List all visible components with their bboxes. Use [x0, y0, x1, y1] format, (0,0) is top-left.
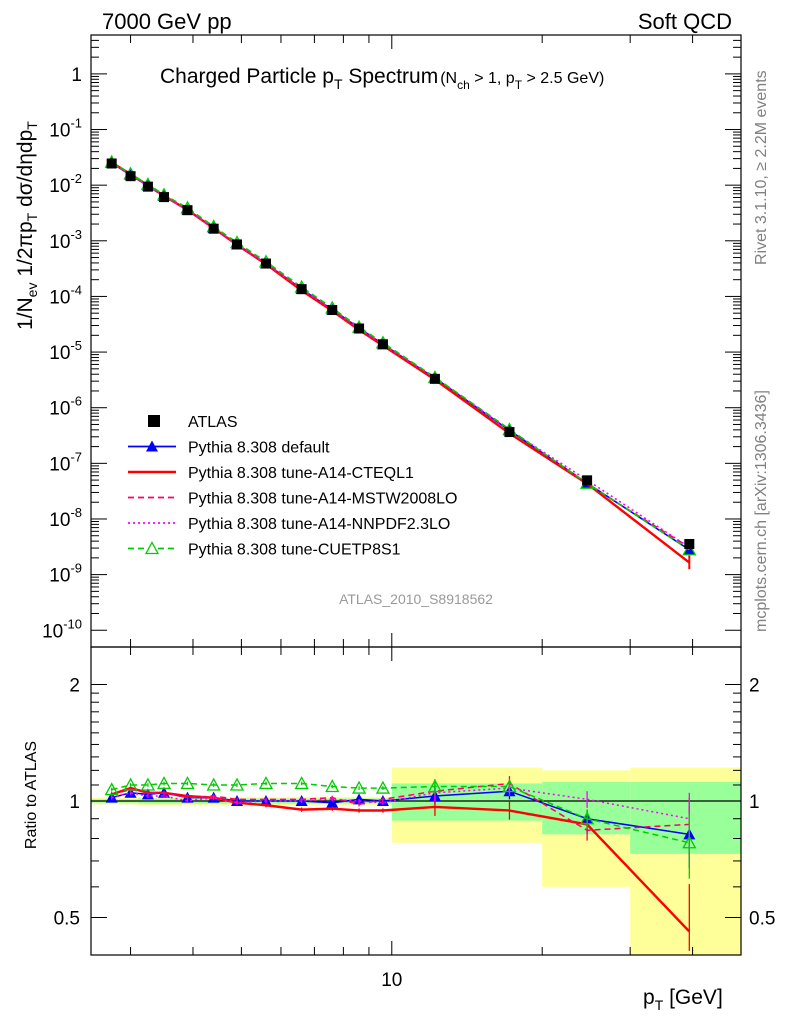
ratio-y-tick-label-right: 2 — [749, 676, 760, 697]
ratio-point-pythia-8-308-tune-cuetp8s1 — [206, 777, 221, 791]
ratio-point-pythia-8-308-tune-cuetp8s1 — [104, 782, 119, 796]
atlas-point — [125, 171, 136, 182]
y-tick-label: 10-6 — [49, 394, 82, 420]
ratio-point-pythia-8-308-tune-cuetp8s1 — [180, 776, 195, 790]
atlas-point — [106, 158, 117, 169]
atlas-point — [232, 239, 243, 250]
ratio-point-pythia-8-308-tune-cuetp8s1 — [427, 779, 443, 793]
ratio-plot-area — [104, 776, 697, 951]
ratio-point-pythia-8-308-tune-cuetp8s1 — [580, 811, 595, 825]
y-tick-label: 10-8 — [49, 505, 82, 531]
atlas-point — [684, 539, 695, 550]
atlas-point — [354, 323, 365, 334]
main-plot-area — [104, 154, 697, 570]
ratio-point-pythia-8-308-tune-cuetp8s1 — [502, 779, 517, 793]
y-tick-label: 10-9 — [49, 561, 82, 587]
ratio-y-tick-label-right: 1 — [749, 792, 760, 813]
mcplots-label: mcplots.cern.ch [arXiv:1306.3436] — [753, 390, 770, 632]
legend-label: Pythia 8.308 tune-A14-CTEQL1 — [188, 465, 414, 482]
axes: 10 10-10 10-9 10-8 10-7 10-6 10-5 10-4 10-3 10-2 1… — [42, 34, 775, 991]
ratio-point-pythia-8-308-tune-cuetp8s1 — [294, 776, 309, 790]
ratio-point-pythia-8-308-default — [326, 796, 339, 808]
y-tick-label: 1 — [71, 65, 82, 86]
legend: ATLAS Pythia 8.308 default Pythia 8.308 tu… — [128, 414, 457, 559]
watermark: ATLAS_2010_S8918562 — [339, 591, 493, 607]
ratio-point-pythia-8-308-tune-cuetp8s1 — [375, 780, 391, 794]
main-series-line-pythia-8-308-tune-cuetp8s1 — [111, 161, 690, 551]
legend-entry-pythia-8-308-tune-cuetp8s1: Pythia 8.308 tune-CUETP8S1 — [128, 541, 401, 559]
ratio-point-pythia-8-308-tune-cuetp8s1 — [682, 835, 697, 849]
ratio-point-pythia-8-308-tune-cuetp8s1 — [156, 776, 172, 790]
x-tick-label: 10 — [381, 970, 402, 991]
atlas-point — [142, 181, 153, 192]
ratio-y-tick-label-left: 2 — [69, 676, 80, 697]
ratio-ylabel: Ratio to ATLAS — [23, 741, 40, 849]
legend-marker — [144, 541, 160, 555]
green-band-2 — [391, 783, 543, 821]
main-title: Charged Particle pT Spectrum (Nch > 1, pT… — [160, 65, 604, 92]
ratio-point-pythia-8-308-tune-cuetp8s1 — [229, 777, 245, 791]
legend-marker — [148, 415, 160, 427]
atlas-point — [182, 205, 193, 216]
legend-entry-pythia-8-308-tune-a14-mstw2008lo: Pythia 8.308 tune-A14-MSTW2008LO — [128, 491, 457, 508]
legend-entry-pythia-8-308-tune-a14-nnpdf2-3lo: Pythia 8.308 tune-A14-NNPDF2.3LO — [128, 516, 450, 533]
ratio-point-pythia-8-308-tune-cuetp8s1 — [325, 779, 340, 793]
main-point-pythia-8-308-tune-cuetp8s1 — [682, 542, 697, 556]
ratio-uncertainty-bands — [91, 767, 741, 955]
y-tick-label: 10-10 — [42, 616, 82, 642]
atlas-point — [377, 339, 388, 350]
y-tick-label: 10-5 — [49, 338, 82, 364]
ratio-series-line-pythia-8-308-tune-a14-nnpdf2-3lo — [111, 787, 690, 820]
ratio-point-pythia-8-308-tune-cuetp8s1 — [351, 780, 367, 794]
rivet-label: Rivet 3.1.10, ≥ 2.2M events — [753, 70, 770, 265]
legend-label: Pythia 8.308 tune-CUETP8S1 — [188, 542, 401, 559]
ratio-point-pythia-8-308-tune-cuetp8s1 — [140, 777, 156, 791]
y-tick-label: 10-3 — [49, 227, 82, 253]
legend-entry-pythia-8-308-tune-a14-cteql1: Pythia 8.308 tune-A14-CTEQL1 — [128, 465, 414, 482]
ratio-series-line-pythia-8-308-tune-cuetp8s1 — [111, 782, 690, 844]
y-tick-label: 10-2 — [49, 171, 82, 197]
legend-label: Pythia 8.308 default — [188, 440, 330, 457]
atlas-point — [296, 284, 307, 295]
ratio-y-tick-label-left: 1 — [69, 792, 80, 813]
legend-label: Pythia 8.308 tune-A14-NNPDF2.3LO — [188, 516, 450, 533]
ratio-point-pythia-8-308-tune-cuetp8s1 — [123, 777, 138, 791]
atlas-point — [582, 475, 593, 486]
legend-label: Pythia 8.308 tune-A14-MSTW2008LO — [188, 491, 457, 508]
y-tick-label: 10-7 — [49, 449, 82, 475]
x-axis-label: pT [GeV] — [643, 986, 723, 1013]
ratio-y-tick-label-right: 0.5 — [749, 908, 775, 929]
legend-entry-pythia-8-308-default: Pythia 8.308 default — [128, 440, 330, 457]
ratio-series-pythia-8-308-tune-cuetp8s1 — [104, 776, 697, 879]
atlas-point — [260, 258, 271, 269]
atlas-point — [504, 427, 515, 438]
ratio-y-tick-label-left: 0.5 — [54, 908, 80, 929]
main-ylabel: 1/Nev 1/2πpT dσ/dηdpT — [14, 121, 40, 330]
y-tick-label: 10-4 — [49, 282, 82, 308]
header-right: Soft QCD — [638, 9, 732, 34]
legend-marker — [146, 440, 158, 452]
atlas-point — [159, 192, 170, 203]
main-series-pythia-8-308-tune-a14-nnpdf2-3lo — [111, 162, 690, 548]
ratio-point-pythia-8-308-default — [353, 793, 366, 805]
main-series-line-pythia-8-308-tune-a14-nnpdf2-3lo — [111, 162, 690, 548]
main-series-atlas — [106, 158, 695, 570]
ratio-point-pythia-8-308-tune-cuetp8s1 — [258, 776, 274, 790]
y-tick-label: 10-1 — [49, 116, 82, 142]
header-left: 7000 GeV pp — [102, 9, 232, 34]
atlas-point — [327, 305, 338, 316]
ratio-series-line-pythia-8-308-tune-a14-mstw2008lo — [111, 782, 690, 832]
legend-label: ATLAS — [188, 414, 238, 431]
atlas-point — [429, 373, 440, 384]
atlas-point — [208, 223, 219, 234]
legend-entry-atlas: ATLAS — [148, 414, 238, 431]
